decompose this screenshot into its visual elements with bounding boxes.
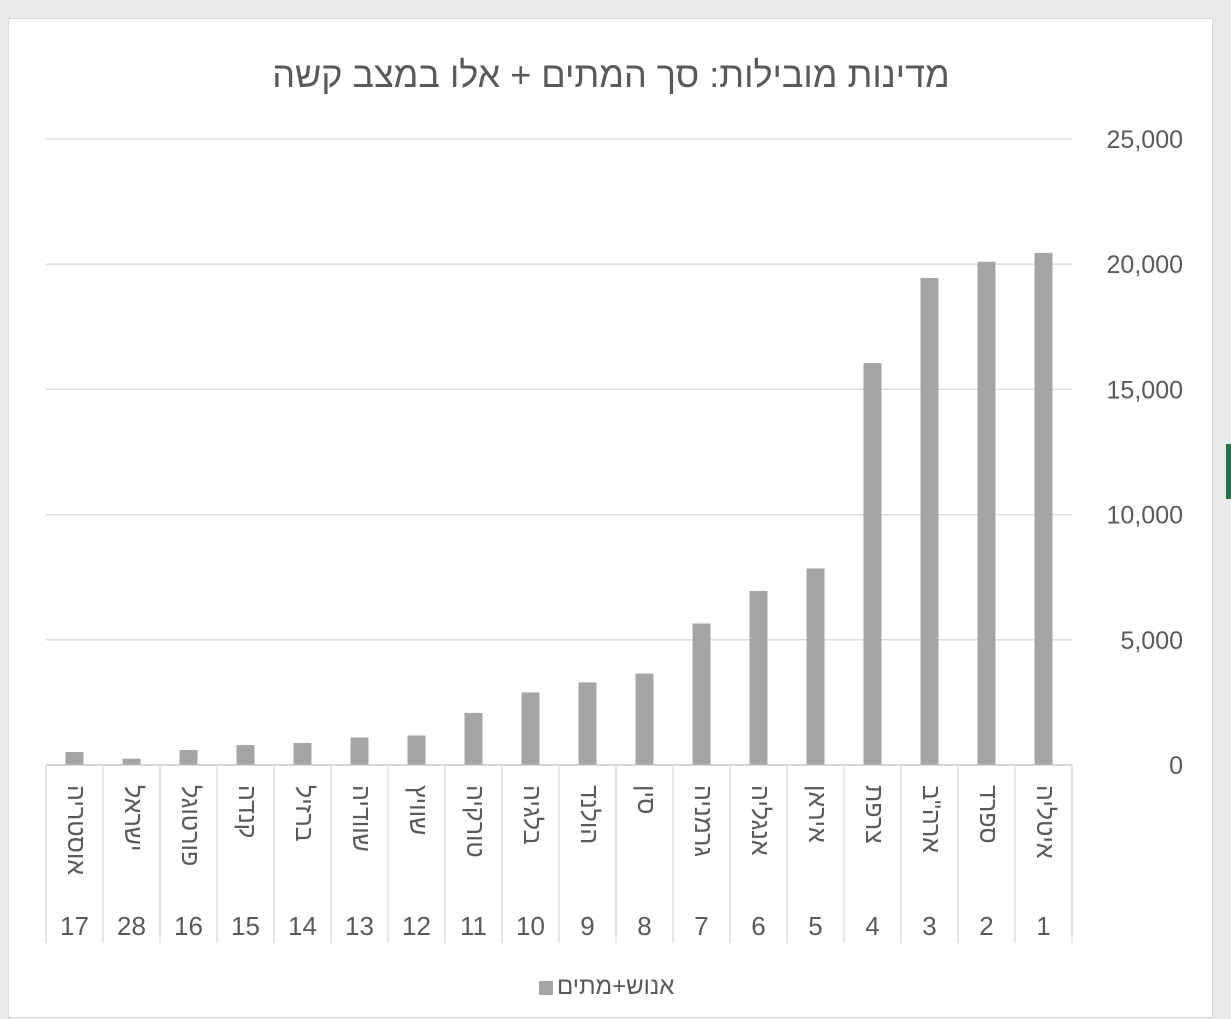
y-tick-label: 20,000 [1107, 251, 1183, 279]
category-rank-label: 17 [60, 911, 89, 941]
category-rank-label: 12 [402, 911, 431, 941]
category-rank-label: 7 [694, 911, 708, 941]
category-name-label: פורטוגל [176, 785, 204, 866]
legend: אנוש+מתים [539, 973, 674, 1000]
bar [806, 568, 825, 765]
category-name-label: הולנד [575, 785, 603, 844]
category-name-label: איראן [803, 785, 831, 843]
category-rank-label: 8 [637, 911, 651, 941]
y-tick-label: 5,000 [1120, 627, 1183, 655]
bar [65, 751, 84, 765]
bar [635, 673, 654, 765]
legend-swatch [539, 981, 553, 995]
category-rank-label: 4 [865, 911, 879, 941]
category-rank-label: 6 [751, 911, 765, 941]
y-tick-label: 0 [1169, 752, 1183, 780]
bar [521, 692, 540, 765]
category-rank-label: 16 [174, 911, 203, 941]
category-rank-label: 2 [979, 911, 993, 941]
category-rank-label: 28 [117, 911, 146, 941]
chart-title: מדינות מובילות: סך המתים + אלו במצב קשה [272, 54, 950, 95]
bar [977, 261, 996, 765]
category-name-label: צרפת [860, 785, 888, 844]
side-marker [1226, 444, 1231, 499]
y-tick-label: 25,000 [1107, 126, 1183, 154]
bar [578, 682, 597, 765]
bar [407, 735, 426, 765]
category-name-label: ברזיל [290, 785, 318, 842]
category-name-label: אנגליה [746, 785, 774, 856]
category-name-label: ארה"ב [917, 785, 945, 853]
chart-area: מדינות מובילות: סך המתים + אלו במצב קשה … [8, 18, 1213, 1018]
category-rank-label: 9 [580, 911, 594, 941]
category-name-label: איטליה [1031, 785, 1059, 859]
category-rank-label: 5 [808, 911, 822, 941]
category-rank-label: 15 [231, 911, 260, 941]
bar [464, 712, 483, 765]
bar [920, 277, 939, 765]
y-tick-label: 15,000 [1107, 376, 1183, 404]
bar [236, 744, 255, 765]
category-rank-label: 3 [922, 911, 936, 941]
category-name-label: שוויץ [404, 785, 432, 835]
bar [179, 749, 198, 765]
category-name-label: ספרד [974, 785, 1002, 844]
category-name-label: קנדה [233, 785, 261, 838]
category-name-label: אוסטריה [62, 785, 90, 875]
bar [1034, 252, 1053, 765]
category-name-label: בלגיה [518, 785, 546, 845]
bar [863, 363, 882, 765]
category-rank-label: 11 [460, 911, 487, 941]
category-name-label: טורקיה [461, 785, 489, 858]
gridlines [46, 138, 1072, 641]
category-rank-label: 14 [288, 911, 317, 941]
bar [692, 623, 711, 765]
category-name-label: ישראל [119, 785, 147, 852]
bars [65, 252, 1053, 765]
y-axis-tick-labels: 0 5,000 10,000 15,000 20,000 25,000 [1107, 126, 1183, 780]
bar [350, 737, 369, 765]
bar [749, 590, 768, 765]
bar-chart: מדינות מובילות: סך המתים + אלו במצב קשה … [45, 54, 1183, 1000]
bar [293, 742, 312, 765]
category-name-label: שוודיה [347, 785, 375, 852]
category-rank-label: 10 [516, 911, 545, 941]
legend-label: אנוש+מתים [557, 973, 674, 1000]
y-tick-label: 10,000 [1107, 502, 1183, 530]
category-name-label: סין [632, 785, 660, 814]
x-axis: 1 איטליה 2 ספרד 3 ארה"ב 4 צרפת 5 איראן 6 אנגליה 7 גרמ… [45, 764, 1073, 943]
category-rank-label: 1 [1036, 911, 1050, 941]
bar [122, 758, 141, 765]
category-name-label: גרמניה [689, 785, 717, 857]
category-rank-label: 13 [345, 911, 374, 941]
